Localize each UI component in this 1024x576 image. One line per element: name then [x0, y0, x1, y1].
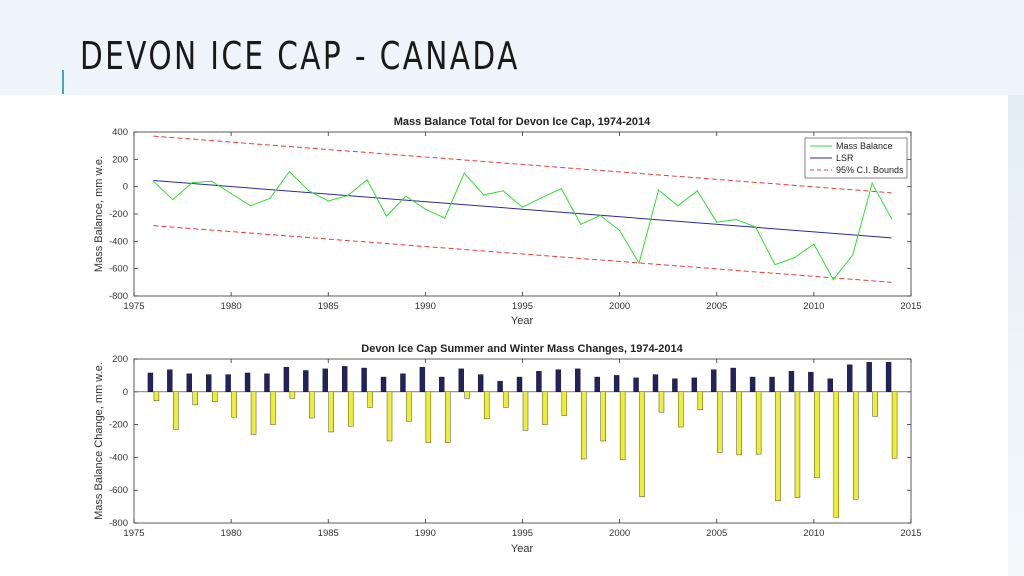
- mass-balance-point: [677, 205, 679, 207]
- x-axis-label: Year: [511, 315, 534, 327]
- tick-marks: 1975 1980 1985 1990 1995 2000 2005 2010 2015-800…: [109, 127, 922, 312]
- slide-title: DEVON ICE CAP - CANADA: [80, 34, 520, 78]
- x-tick-label: 1980: [221, 301, 242, 312]
- mass-balance-point: [696, 190, 698, 192]
- mass-balance-point: [385, 215, 388, 217]
- x-tick-label: 1975: [123, 301, 144, 312]
- mass-balance-point: [366, 179, 368, 181]
- mass-balance-point: [483, 194, 485, 196]
- mass-balance-point: [463, 172, 465, 174]
- mass-balance-point: [852, 254, 854, 256]
- mass-balance-point: [871, 182, 873, 184]
- ci-upper-bound-line: [153, 135, 892, 194]
- legend: Mass Balance LSR 95% C.I. Bounds: [804, 137, 908, 179]
- y-axis-label: Mass Balance, mm w.e.: [93, 156, 105, 272]
- legend-label-mass-balance: Mass Balance: [836, 141, 893, 151]
- y-tick-label: -800: [109, 291, 128, 302]
- x-tick-label: 1990: [415, 301, 436, 312]
- chart-title: Mass Balance Total for Devon Ice Cap, 19…: [394, 116, 651, 128]
- x-tick-label: 2000: [609, 301, 630, 312]
- mass-balance-point: [288, 171, 290, 173]
- mass-balance-point: [424, 208, 426, 210]
- mass-balance-point: [560, 188, 562, 190]
- mass-balance-point: [832, 279, 834, 281]
- mass-balance-point: [657, 189, 660, 191]
- plot-area: [133, 131, 912, 297]
- ci-bounds-group: [153, 135, 892, 283]
- legend-label-lsr: LSR: [836, 153, 854, 163]
- mass-balance-point: [191, 181, 193, 184]
- title-accent-bar: [62, 70, 64, 94]
- mass-balance-point: [716, 221, 718, 223]
- mass-balance-point: [580, 223, 582, 225]
- mass-balance-point: [172, 199, 174, 201]
- mass-balance-point: [211, 180, 213, 182]
- y-tick-label: 200: [112, 154, 128, 165]
- mass-balance-point: [269, 197, 271, 199]
- mass-balance-point: [774, 263, 776, 266]
- mass-balance-point: [327, 200, 329, 202]
- mass-balance-point: [619, 229, 621, 231]
- mass-balance-point: [735, 218, 737, 221]
- mass-balance-point: [230, 192, 232, 195]
- x-tick-label: 2005: [706, 301, 727, 312]
- mass-balance-point: [347, 194, 349, 197]
- mass-balance-point: [541, 197, 543, 199]
- mass-balance-point: [813, 243, 815, 245]
- y-tick-label: -200: [109, 209, 128, 220]
- mass-balance-point: [599, 214, 601, 216]
- right-decorative-strip: [1008, 95, 1024, 576]
- mass-balance-point: [152, 180, 155, 182]
- y-tick-label: -400: [109, 236, 128, 247]
- mass-balance-point: [521, 206, 524, 208]
- mass-balance-point: [755, 226, 757, 228]
- mass-balance-point: [249, 205, 252, 207]
- mass-balance-point: [405, 195, 407, 197]
- ci-lower-bound-line: [153, 225, 892, 283]
- x-tick-label: 2010: [803, 301, 824, 312]
- mass-balance-group: [152, 170, 893, 281]
- y-tick-label: -600: [109, 264, 128, 275]
- x-tick-label: 1995: [512, 301, 533, 312]
- legend-label-ci-bounds: 95% C.I. Bounds: [836, 165, 904, 175]
- mass-balance-point: [502, 190, 504, 192]
- x-tick-label: 1985: [318, 301, 339, 312]
- y-tick-label: 400: [112, 127, 128, 138]
- mass-balance-point: [308, 190, 310, 192]
- y-tick-label: 0: [123, 182, 128, 193]
- mass-balance-point: [890, 218, 893, 220]
- mass-balance-point: [638, 262, 640, 264]
- mass-balance-point: [444, 217, 446, 219]
- mass-balance-point: [793, 257, 796, 259]
- x-tick-label: 2015: [900, 301, 921, 312]
